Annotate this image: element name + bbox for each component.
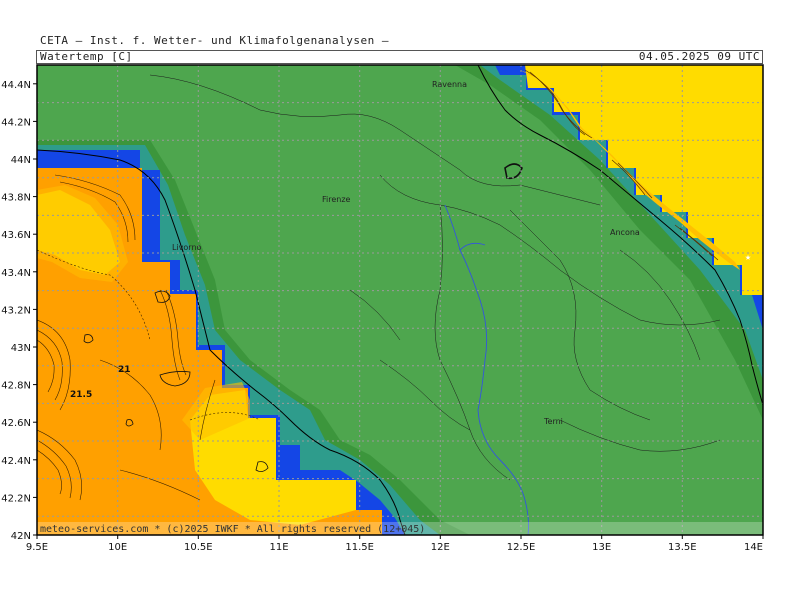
- contour-label-21: 21: [118, 365, 131, 375]
- lon-tick-label: 12E: [431, 542, 450, 553]
- organization-title: CETA — Inst. f. Wetter- und Klimafolgena…: [40, 34, 390, 47]
- lat-tick-label: 43.2N: [1, 305, 31, 316]
- lon-tick-label: 12.5E: [507, 542, 536, 553]
- lon-tick-label: 10.5E: [184, 542, 213, 553]
- lat-axis: 42N 42.2N 42.4N 42.6N 42.8N 43N 43.2N 43…: [1, 80, 37, 542]
- lat-tick-label: 42.8N: [1, 381, 31, 392]
- coastline-west: [37, 149, 406, 535]
- lat-tick-label: 42.4N: [1, 456, 31, 467]
- city-label-ravenna: Ravenna: [432, 80, 467, 89]
- lat-tick-label: 43.4N: [1, 268, 31, 279]
- regional-borders: [149, 74, 721, 481]
- contour-label-21-5: 21.5: [70, 390, 92, 400]
- rivers: [444, 204, 530, 535]
- grid-lines: [37, 64, 763, 535]
- city-label-livorno: Livorno: [172, 243, 202, 252]
- lon-tick-label: 13E: [592, 542, 611, 553]
- lat-tick-label: 44N: [11, 155, 31, 166]
- lat-tick-label: 42.6N: [1, 418, 31, 429]
- tyrrhenian-sea: [37, 140, 470, 535]
- lon-tick-label: 13.5E: [668, 542, 697, 553]
- lon-tick-label: 11.5E: [345, 542, 374, 553]
- title-bar-frame: [36, 50, 763, 64]
- lon-tick-label: 10E: [108, 542, 127, 553]
- copyright-text: meteo-services.com * (c)2025 IWKF * All …: [40, 524, 425, 535]
- city-label-terni: Terni: [543, 417, 563, 426]
- lon-tick-label: 14E: [744, 542, 763, 553]
- city-label-ancona: Ancona: [610, 228, 640, 237]
- islands: [83, 163, 523, 472]
- variable-label: Watertemp [C]: [40, 50, 133, 63]
- lon-axis: 9.5E 10E 10.5E 11E 11.5E 12E 12.5E 13E 1…: [26, 535, 764, 553]
- lon-tick-label: 11E: [269, 542, 288, 553]
- city-label-firenze: Firenze: [322, 195, 351, 204]
- timestamp-label: 04.05.2025 09 UTC: [638, 50, 760, 63]
- lat-tick-label: 43.8N: [1, 193, 31, 204]
- city-labels: Ravenna Firenze Livorno Ancona Terni: [172, 80, 640, 426]
- lat-tick-label: 44.4N: [1, 80, 31, 91]
- lat-tick-label: 43N: [11, 343, 31, 354]
- lat-tick-label: 43.6N: [1, 230, 31, 241]
- adriatic-sea: [440, 65, 763, 420]
- lat-tick-label: 44.2N: [1, 117, 31, 128]
- plot-frame: [36, 64, 764, 536]
- lat-tick-label: 42N: [11, 531, 31, 542]
- lat-tick-label: 42.2N: [1, 493, 31, 504]
- copyright-band: [37, 522, 763, 535]
- star-icon: ★: [745, 252, 751, 263]
- lon-tick-label: 9.5E: [26, 542, 48, 553]
- coastline-east: [477, 65, 763, 406]
